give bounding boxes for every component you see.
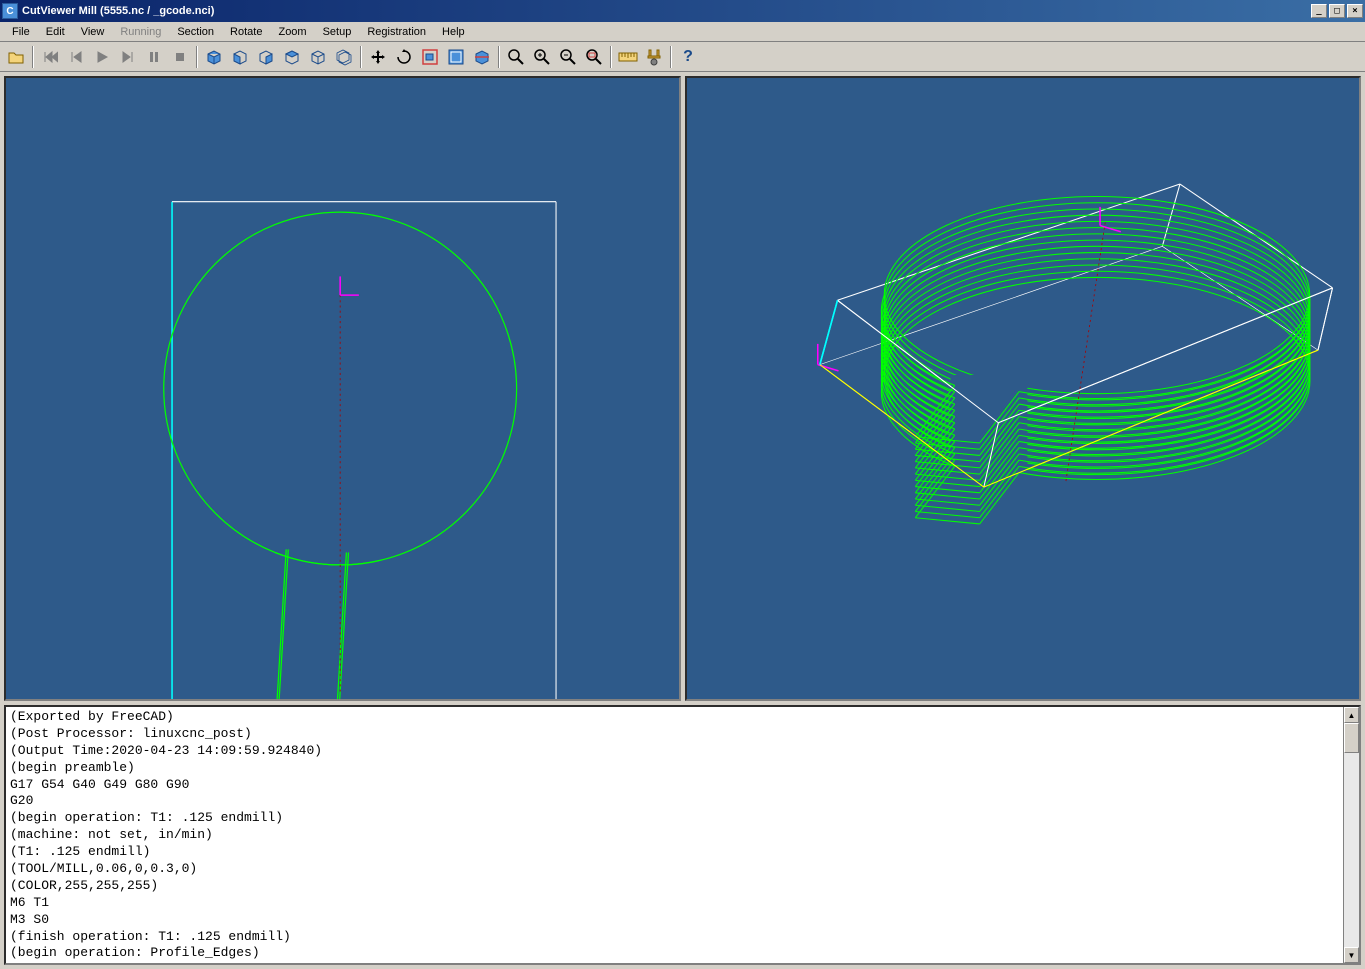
maximize-button[interactable]: □	[1329, 4, 1345, 18]
close-button[interactable]: ×	[1347, 4, 1363, 18]
menubar: FileEditViewRunningSectionRotateZoomSetu…	[0, 22, 1365, 42]
gcode-text[interactable]: (Exported by FreeCAD) (Post Processor: l…	[6, 707, 1343, 963]
right-viewport-3d[interactable]	[685, 76, 1362, 701]
menu-file[interactable]: File	[4, 24, 38, 40]
menu-section[interactable]: Section	[169, 24, 222, 40]
play-button[interactable]	[90, 45, 114, 69]
zoom-extents-button[interactable]	[444, 45, 468, 69]
view-front-button[interactable]	[228, 45, 252, 69]
scroll-track[interactable]	[1344, 723, 1359, 947]
view-solid-button[interactable]	[202, 45, 226, 69]
open-file-button[interactable]	[4, 45, 28, 69]
toolbar: ?	[0, 42, 1365, 72]
zoom-realtime-button[interactable]	[504, 45, 528, 69]
gcode-panel: (Exported by FreeCAD) (Post Processor: l…	[4, 705, 1361, 965]
menu-view[interactable]: View	[73, 24, 113, 40]
gcode-scrollbar[interactable]: ▲ ▼	[1343, 707, 1359, 963]
toolbar-separator	[498, 46, 500, 68]
help-button[interactable]: ?	[676, 45, 700, 69]
scroll-up-button[interactable]: ▲	[1344, 707, 1359, 723]
view-iso-button[interactable]	[306, 45, 330, 69]
toolbar-separator	[610, 46, 612, 68]
stop-button[interactable]	[168, 45, 192, 69]
section-button[interactable]	[470, 45, 494, 69]
scroll-thumb[interactable]	[1344, 723, 1359, 753]
menu-help[interactable]: Help	[434, 24, 473, 40]
rewind-button[interactable]	[38, 45, 62, 69]
zoom-in-button[interactable]	[530, 45, 554, 69]
rotate-button[interactable]	[392, 45, 416, 69]
menu-zoom[interactable]: Zoom	[270, 24, 314, 40]
window-title: CutViewer Mill (5555.nc / _gcode.nci)	[22, 5, 1311, 17]
menu-edit[interactable]: Edit	[38, 24, 73, 40]
pause-button[interactable]	[142, 45, 166, 69]
view-wireframe-button[interactable]	[332, 45, 356, 69]
view-top-button[interactable]	[280, 45, 304, 69]
toolbar-separator	[670, 46, 672, 68]
tools-button[interactable]	[642, 45, 666, 69]
step-back-button[interactable]	[64, 45, 88, 69]
viewports-container	[0, 72, 1365, 705]
step-forward-button[interactable]	[116, 45, 140, 69]
zoom-fit-button[interactable]	[582, 45, 606, 69]
left-viewport-2d[interactable]	[4, 76, 681, 701]
toolbar-separator	[196, 46, 198, 68]
titlebar: C CutViewer Mill (5555.nc / _gcode.nci) …	[0, 0, 1365, 22]
app-icon: C	[2, 3, 18, 19]
zoom-window-button[interactable]	[418, 45, 442, 69]
measure-button[interactable]	[616, 45, 640, 69]
minimize-button[interactable]: _	[1311, 4, 1327, 18]
toolbar-separator	[360, 46, 362, 68]
view-side-button[interactable]	[254, 45, 278, 69]
scroll-down-button[interactable]: ▼	[1344, 947, 1359, 963]
menu-registration[interactable]: Registration	[359, 24, 434, 40]
zoom-out-button[interactable]	[556, 45, 580, 69]
menu-setup[interactable]: Setup	[315, 24, 360, 40]
pan-button[interactable]	[366, 45, 390, 69]
menu-running: Running	[112, 24, 169, 40]
menu-rotate[interactable]: Rotate	[222, 24, 270, 40]
toolbar-separator	[32, 46, 34, 68]
